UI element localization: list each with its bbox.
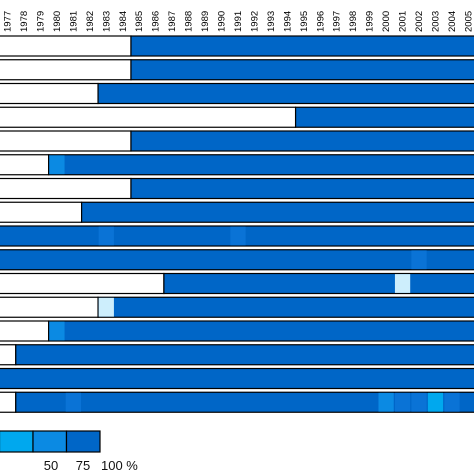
row-missing-segment [0, 177, 132, 200]
legend: 50 75 100 % [0, 430, 138, 473]
partial-coverage-cell [444, 392, 460, 412]
partial-coverage-cell [411, 250, 427, 270]
row-coverage-segment [48, 320, 474, 342]
legend-swatch [32, 430, 68, 453]
x-tick-label: 1988 [184, 11, 195, 32]
x-tick-label: 2004 [447, 11, 458, 32]
partial-coverage-cell [49, 155, 65, 175]
partial-coverage-cell [427, 392, 444, 412]
row-coverage-segment [0, 367, 474, 390]
legend-swatch [65, 430, 101, 453]
x-tick-label: 1990 [217, 11, 228, 32]
heatmap-row [0, 35, 474, 57]
x-tick-label: 1989 [200, 11, 211, 32]
partial-coverage-cell [230, 226, 246, 246]
row-coverage-segment [130, 177, 474, 200]
x-tick-label: 1995 [299, 11, 310, 32]
x-tick-label: 1980 [52, 11, 63, 32]
partial-coverage-cell [49, 321, 65, 341]
heatmap-row [0, 320, 474, 342]
row-coverage-segment [97, 296, 474, 318]
x-tick-label: 1996 [315, 11, 326, 32]
x-axis-tick-labels: 1977 1978 1979 1980 1981 1982 1983 1984 1985 1986… [3, 11, 474, 32]
x-tick-label: 2000 [381, 11, 392, 32]
row-coverage-segment [163, 272, 474, 295]
row-missing-segment [0, 106, 297, 128]
heatmap-row [0, 367, 474, 390]
x-tick-label: 1985 [134, 11, 145, 32]
row-missing-segment [0, 344, 17, 366]
row-coverage-segment [48, 154, 474, 176]
row-missing-segment [0, 35, 132, 57]
heatmap-row [0, 296, 474, 318]
x-tick-label: 2001 [398, 11, 409, 32]
partial-coverage-cell [394, 274, 411, 293]
x-tick-label: 2003 [430, 11, 441, 32]
row-coverage-segment [15, 344, 474, 366]
row-coverage-segment [80, 201, 474, 223]
row-coverage-segment [0, 249, 474, 271]
partial-coverage-cell [98, 226, 114, 246]
x-tick-label: 1984 [118, 11, 129, 32]
partial-coverage-cell [394, 392, 411, 412]
row-coverage-segment [294, 106, 474, 128]
x-tick-label: 1991 [233, 11, 244, 32]
heatmap-row [0, 272, 474, 295]
x-tick-label: 1982 [85, 11, 96, 32]
x-tick-label: 1999 [365, 11, 376, 32]
row-missing-segment [0, 272, 165, 295]
row-coverage-segment [130, 59, 474, 81]
x-tick-label: 1983 [101, 11, 112, 32]
legend-label: 50 [44, 458, 58, 473]
row-missing-segment [0, 154, 50, 176]
row-missing-segment [0, 82, 99, 105]
x-tick-label: 1986 [151, 11, 162, 32]
x-tick-label: 1997 [332, 11, 343, 32]
heatmap-row [0, 344, 474, 366]
heatmap-rows [0, 35, 474, 413]
partial-coverage-cell [411, 392, 427, 412]
x-tick-label: 1993 [266, 11, 277, 32]
heatmap-row [0, 59, 474, 81]
heatmap-row [0, 154, 474, 176]
heatmap-row [0, 225, 474, 247]
row-missing-segment [0, 296, 99, 318]
x-tick-label: 2005 [463, 11, 474, 32]
heatmap-row [0, 249, 474, 271]
row-missing-segment [0, 320, 50, 342]
row-missing-segment [0, 130, 132, 152]
heatmap-row [0, 130, 474, 152]
x-tick-label: 1994 [282, 11, 293, 32]
x-tick-label: 1981 [68, 11, 79, 32]
heatmap-row [0, 201, 474, 223]
x-tick-label: 1978 [19, 11, 30, 32]
row-missing-segment [0, 391, 17, 413]
legend-label: 100 % [101, 458, 138, 473]
row-coverage-segment [97, 82, 474, 105]
row-coverage-segment [130, 130, 474, 152]
row-coverage-segment [130, 35, 474, 57]
partial-coverage-cell [65, 392, 81, 412]
heatmap-row [0, 391, 474, 413]
heatmap-row [0, 106, 474, 128]
heatmap-row [0, 82, 474, 105]
x-tick-label: 2002 [414, 11, 425, 32]
partial-coverage-cell [378, 392, 394, 412]
row-missing-segment [0, 201, 83, 223]
legend-swatch [0, 430, 34, 453]
x-tick-label: 1979 [35, 11, 46, 32]
x-tick-label: 1977 [3, 11, 14, 32]
x-tick-label: 1992 [249, 11, 260, 32]
heatmap-row [0, 177, 474, 200]
partial-coverage-cell [98, 297, 114, 317]
x-tick-label: 1998 [348, 11, 359, 32]
row-coverage-segment [15, 391, 474, 413]
row-missing-segment [0, 59, 132, 81]
x-tick-label: 1987 [167, 11, 178, 32]
legend-label: 75 [76, 458, 90, 473]
